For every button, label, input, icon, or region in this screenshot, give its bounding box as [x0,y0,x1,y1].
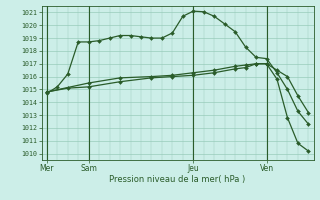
X-axis label: Pression niveau de la mer( hPa ): Pression niveau de la mer( hPa ) [109,175,246,184]
